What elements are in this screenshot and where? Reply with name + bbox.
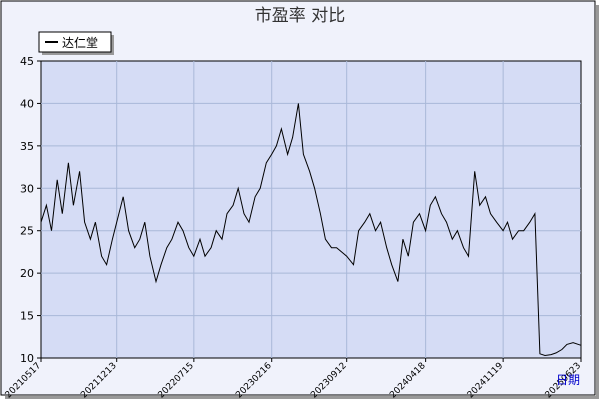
y-tick-label: 10 [20,352,34,365]
grid [41,61,581,358]
frame-shadow-right [596,5,599,399]
y-tick-label: 40 [20,97,34,110]
chart-title: 市盈率 对比 [255,6,345,26]
plot-area [40,60,582,359]
y-tick-label: 45 [20,55,34,68]
y-tick-label: 20 [20,267,34,280]
x-axis-label: 日期 [556,373,580,387]
legend-label: 达仁堂 [62,36,98,50]
legend-box [38,31,112,53]
legend: 达仁堂 [38,31,114,55]
y-tick-label: 15 [20,310,34,323]
y-tick-label: 35 [20,140,34,153]
y-axis: 10 15 20 25 30 35 40 45 [20,55,41,365]
frame-shadow-bottom [5,396,596,399]
series-line [40,103,582,357]
y-tick-label: 25 [20,225,34,238]
y-tick-label: 30 [20,182,34,195]
